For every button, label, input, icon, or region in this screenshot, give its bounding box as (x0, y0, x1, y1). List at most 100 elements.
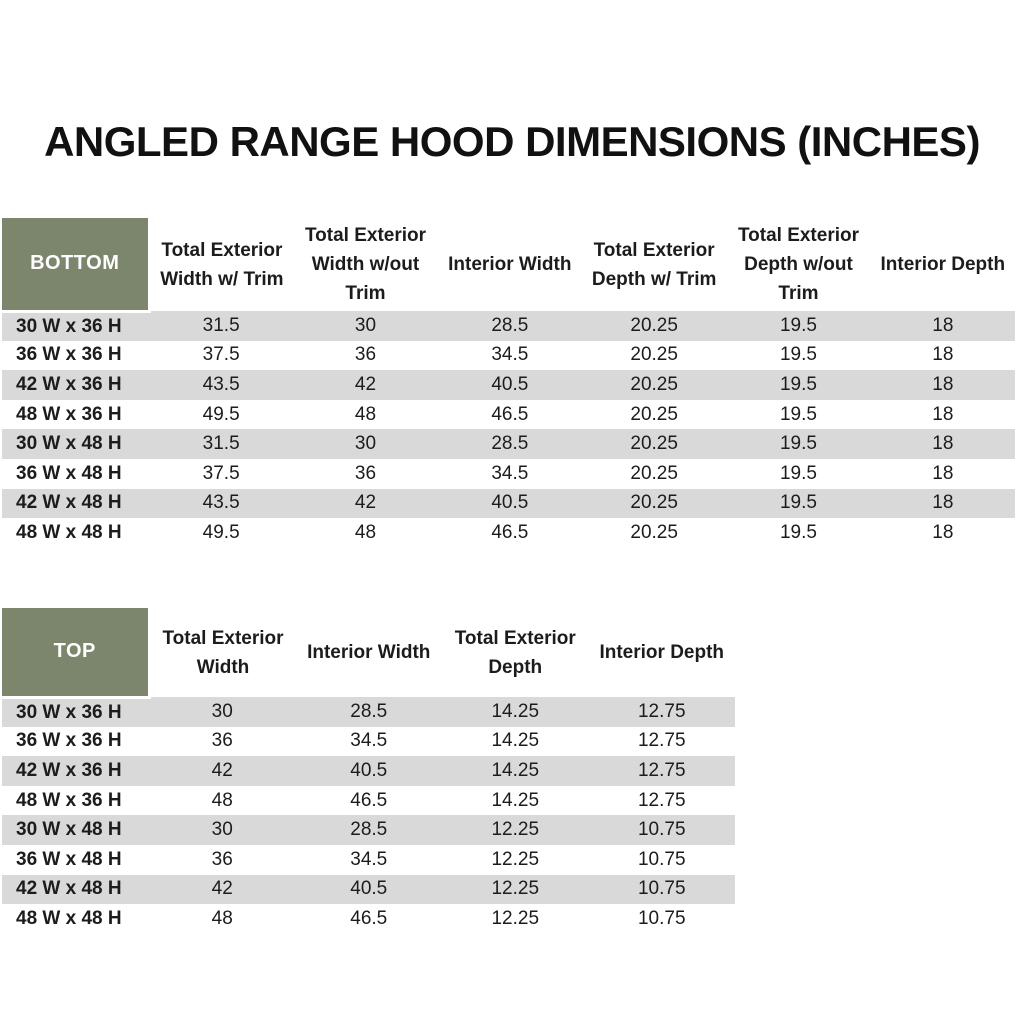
row-label: 30 W x 48 H (16, 433, 122, 455)
dimension-value: 49.5 (202, 403, 240, 425)
bottom-header-row: BOTTOM Total Exterior Width w/ Trim Total… (2, 218, 1015, 313)
dimension-value: 20.25 (630, 433, 678, 455)
dimension-value: 46.5 (491, 521, 529, 543)
dimension-value: 10.75 (637, 819, 686, 841)
dimension-value: 14.25 (491, 759, 540, 781)
dimension-value: 12.75 (637, 700, 686, 722)
top-dimensions-table: TOP Total Exterior Width Interior Width To… (2, 608, 735, 934)
dimension-value: 31.5 (202, 433, 240, 455)
row-label: 42 W x 36 H (16, 373, 122, 395)
row-label: 36 W x 36 H (16, 730, 122, 752)
dimension-value: 30 (354, 314, 377, 336)
table-row: 42 W x 48 H 42 40.5 12.25 10.75 (2, 874, 735, 905)
dimension-value: 19.5 (779, 433, 817, 455)
column-header: Total Exterior Depth (442, 608, 589, 697)
dimension-value: 42 (211, 759, 233, 781)
dimension-value: 19.5 (779, 462, 817, 484)
dimension-value: 18 (932, 403, 954, 425)
dimension-value: 42 (354, 492, 377, 514)
dimension-value: 48 (211, 907, 233, 929)
dimension-value: 12.75 (637, 789, 686, 811)
row-label: 30 W x 36 H (16, 701, 122, 723)
dimension-value: 46.5 (350, 907, 388, 929)
top-header-row: TOP Total Exterior Width Interior Width To… (2, 608, 735, 699)
row-label: 30 W x 48 H (16, 819, 122, 841)
row-label: 48 W x 48 H (16, 521, 122, 543)
dimension-value: 20.25 (630, 521, 678, 543)
dimension-value: 40.5 (350, 878, 388, 900)
dimension-value: 19.5 (779, 521, 817, 543)
dimension-value: 18 (932, 433, 954, 455)
dimension-value: 28.5 (491, 433, 529, 455)
page-title: ANGLED RANGE HOOD DIMENSIONS (INCHES) (44, 118, 980, 166)
table-row: 48 W x 48 H 49.5 48 46.5 20.25 19.5 18 (2, 518, 1015, 548)
dimension-value: 19.5 (779, 403, 817, 425)
dimension-value: 14.25 (491, 700, 540, 722)
column-header: Total Exterior Width (149, 608, 296, 697)
row-label: 36 W x 48 H (16, 462, 122, 484)
column-header: Total Exterior Width w/ Trim (149, 218, 294, 311)
dimension-value: 14.25 (491, 789, 540, 811)
dimension-value: 12.25 (491, 878, 540, 900)
table-row: 30 W x 36 H 31.5 30 28.5 20.25 19.5 18 (2, 311, 1015, 341)
dimension-value: 36 (211, 848, 233, 870)
table-row: 42 W x 48 H 43.5 42 40.5 20.25 19.5 18 (2, 488, 1015, 519)
dimension-value: 12.25 (491, 819, 540, 841)
table-row: 48 W x 36 H 49.5 48 46.5 20.25 19.5 18 (2, 400, 1015, 430)
table-row: 30 W x 48 H 30 28.5 12.25 10.75 (2, 815, 735, 845)
dimension-value: 48 (354, 521, 377, 543)
dimension-value: 30 (211, 819, 233, 841)
dimension-value: 28.5 (350, 819, 388, 841)
dimension-value: 12.75 (637, 759, 686, 781)
dimension-value: 18 (932, 492, 954, 514)
top-table-body: 30 W x 36 H 30 28.5 14.25 12.75 36 W x 36 H 36… (2, 697, 735, 934)
dimension-value: 49.5 (202, 521, 240, 543)
dimension-value: 18 (932, 344, 954, 366)
column-header: Interior Depth (870, 218, 1015, 311)
dimension-value: 31.5 (202, 314, 240, 336)
dimension-value: 10.75 (637, 848, 686, 870)
table-row: 42 W x 36 H 43.5 42 40.5 20.25 19.5 18 (2, 370, 1015, 400)
dimension-value: 12.25 (491, 848, 540, 870)
dimension-value: 43.5 (202, 492, 240, 514)
row-label: 36 W x 48 H (16, 848, 122, 870)
dimension-value: 19.5 (779, 492, 817, 514)
dimension-value: 42 (211, 878, 233, 900)
table-row: 48 W x 36 H 48 46.5 14.25 12.75 (2, 786, 735, 816)
dimension-value: 18 (932, 462, 954, 484)
dimension-value: 19.5 (779, 373, 817, 395)
row-label: 42 W x 48 H (16, 878, 122, 900)
bottom-table-body: 30 W x 36 H 31.5 30 28.5 20.25 19.5 18 36 W x 3… (2, 311, 1015, 548)
dimension-value: 20.25 (630, 492, 678, 514)
row-label: 48 W x 36 H (16, 789, 122, 811)
dimension-value: 12.75 (637, 730, 686, 752)
dimension-value: 18 (932, 521, 954, 543)
dimension-value: 37.5 (202, 344, 240, 366)
dimension-value: 28.5 (350, 700, 388, 722)
dimension-value: 10.75 (637, 878, 686, 900)
dimension-value: 34.5 (491, 344, 529, 366)
top-table-title: TOP (2, 608, 151, 699)
table-row: 30 W x 36 H 30 28.5 14.25 12.75 (2, 697, 735, 727)
dimension-value: 34.5 (350, 730, 388, 752)
row-label: 48 W x 36 H (16, 403, 122, 425)
row-label: 42 W x 48 H (16, 492, 122, 514)
dimension-value: 10.75 (637, 907, 686, 929)
dimension-value: 12.25 (491, 907, 540, 929)
dimension-value: 28.5 (491, 314, 529, 336)
table-row: 30 W x 48 H 31.5 30 28.5 20.25 19.5 18 (2, 429, 1015, 459)
bottom-table-title: BOTTOM (2, 218, 151, 313)
dimension-value: 48 (354, 403, 377, 425)
dimension-value: 40.5 (491, 492, 529, 514)
dimension-value: 43.5 (202, 373, 240, 395)
dimension-value: 20.25 (630, 462, 678, 484)
column-header: Interior Width (295, 608, 442, 697)
column-header: Interior Width (437, 218, 582, 311)
dimension-value: 30 (354, 433, 377, 455)
dimension-value: 20.25 (630, 314, 678, 336)
dimension-value: 46.5 (491, 403, 529, 425)
dimension-value: 18 (932, 373, 954, 395)
dimension-value: 20.25 (630, 344, 678, 366)
dimension-value: 40.5 (491, 373, 529, 395)
dimension-value: 36 (354, 344, 377, 366)
